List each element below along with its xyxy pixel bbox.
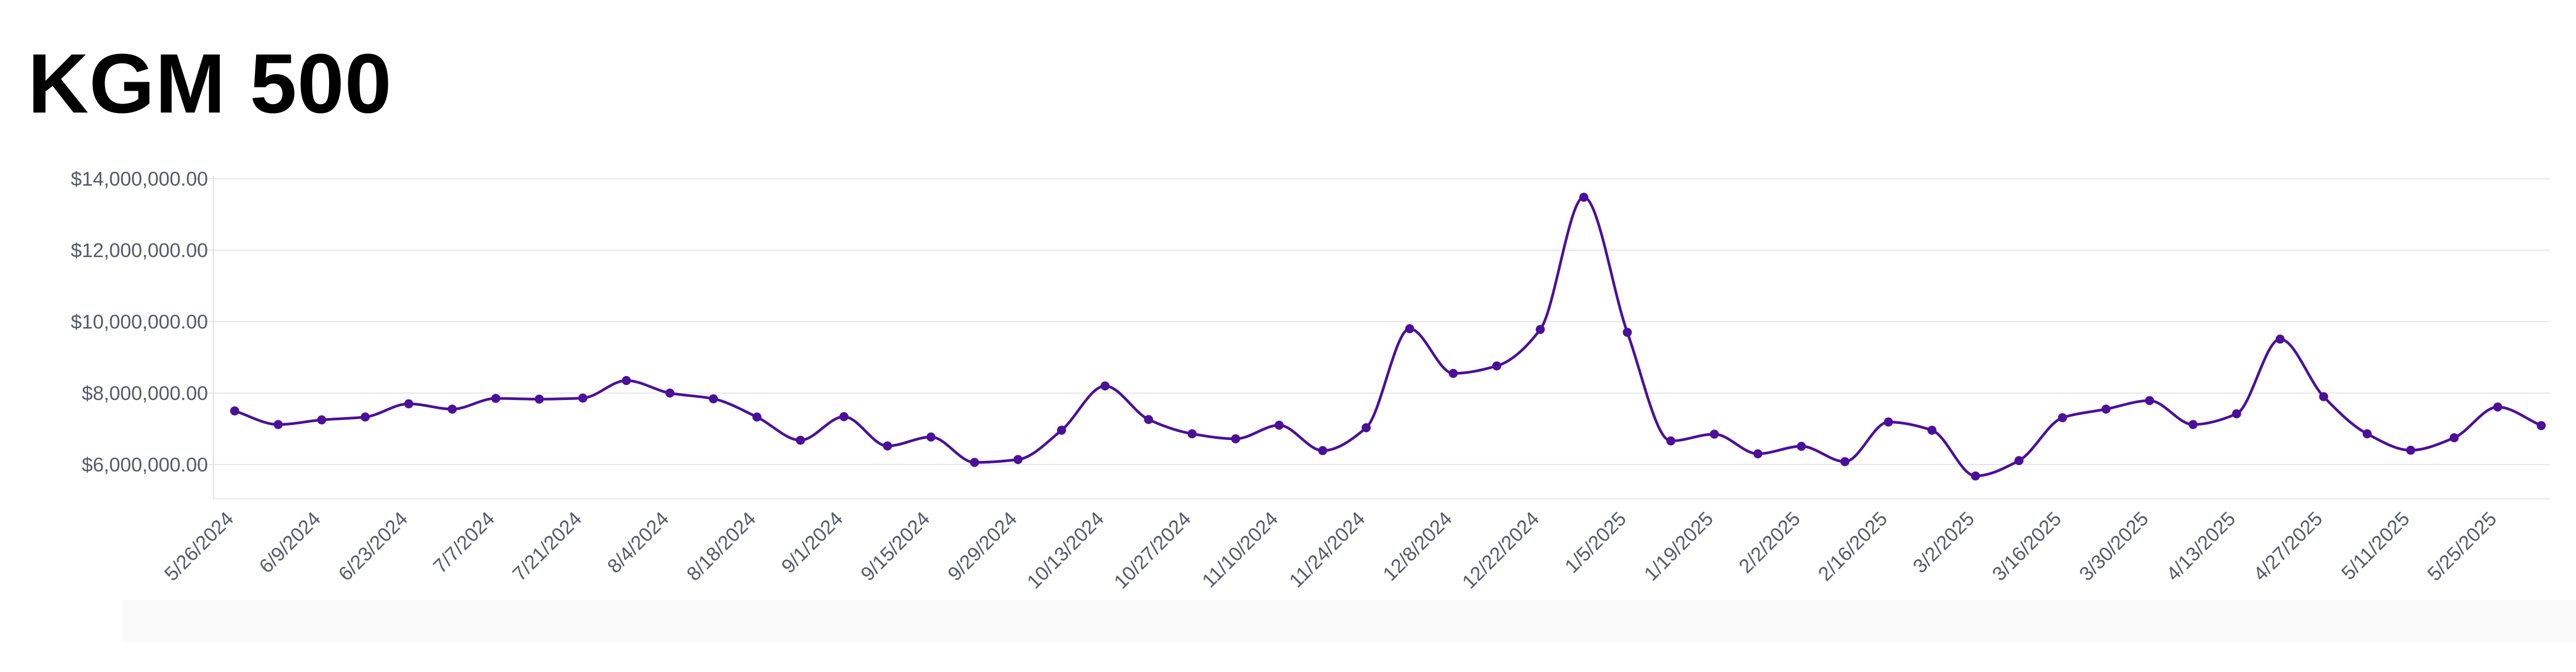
data-point[interactable]: [1579, 193, 1589, 202]
data-point[interactable]: [2145, 396, 2154, 405]
data-point[interactable]: [2537, 421, 2546, 430]
data-point[interactable]: [752, 412, 762, 422]
data-point[interactable]: [1927, 426, 1937, 435]
data-point[interactable]: [1971, 471, 1980, 481]
chart-title: KGM 500: [28, 37, 393, 131]
x-tick-label: 3/16/2025: [1988, 508, 2065, 585]
data-point[interactable]: [1013, 455, 1023, 465]
x-tick-label: 10/13/2024: [1023, 508, 1108, 593]
data-point[interactable]: [1622, 327, 1632, 337]
x-tick-label: 6/23/2024: [334, 508, 412, 585]
data-point[interactable]: [1057, 426, 1066, 435]
x-tick-label: 3/2/2025: [1909, 508, 1979, 578]
data-point[interactable]: [2275, 334, 2285, 344]
x-tick-label: 1/5/2025: [1561, 508, 1630, 578]
x-tick-label: 9/1/2024: [777, 508, 847, 578]
x-tick-label: 6/9/2024: [255, 508, 325, 578]
x-tick-label: 9/29/2024: [943, 508, 1021, 585]
y-tick-label: $12,000,000.00: [71, 239, 208, 261]
data-point[interactable]: [1492, 361, 1501, 371]
x-tick-label: 10/27/2024: [1110, 508, 1195, 593]
y-tick-label: $10,000,000.00: [71, 311, 208, 333]
data-point[interactable]: [578, 393, 588, 403]
data-point[interactable]: [2101, 404, 2111, 414]
gridlines: [189, 178, 2549, 465]
x-tick-label: 2/16/2025: [1814, 508, 1891, 585]
y-axis-tick-labels: $6,000,000.00 $8,000,000.00 $10,000,000.00…: [71, 168, 208, 476]
series-line: [234, 196, 2542, 477]
data-point[interactable]: [1797, 442, 1806, 451]
data-point[interactable]: [1884, 417, 1893, 427]
x-tick-label: 12/8/2024: [1379, 508, 1456, 585]
x-tick-label: 8/18/2024: [682, 508, 759, 585]
data-point[interactable]: [1666, 436, 1676, 446]
data-point[interactable]: [2493, 402, 2502, 412]
x-tick-label: 5/25/2025: [2423, 508, 2500, 585]
x-tick-label: 5/26/2024: [160, 508, 237, 585]
data-point[interactable]: [1449, 369, 1458, 378]
data-point[interactable]: [274, 420, 283, 429]
data-point[interactable]: [2188, 420, 2198, 429]
y-tick-label: $6,000,000.00: [82, 454, 208, 476]
data-point[interactable]: [491, 394, 501, 403]
data-point[interactable]: [361, 412, 370, 422]
data-point[interactable]: [2232, 409, 2242, 419]
data-point[interactable]: [1709, 429, 1719, 439]
x-axis-band: [123, 600, 2576, 643]
x-tick-label: 12/22/2024: [1458, 508, 1543, 593]
y-tick-label: $14,000,000.00: [71, 168, 208, 190]
x-tick-label: 7/21/2024: [508, 508, 586, 585]
data-point[interactable]: [2319, 392, 2329, 402]
x-tick-label: 9/15/2024: [857, 508, 934, 585]
data-point[interactable]: [1100, 381, 1110, 391]
data-point[interactable]: [1231, 434, 1241, 444]
x-axis-tick-labels: 5/26/2024 6/9/2024 6/23/2024 7/7/2024 7/21/2…: [160, 508, 2501, 593]
data-point[interactable]: [926, 432, 936, 442]
data-point[interactable]: [1535, 325, 1545, 334]
data-point[interactable]: [2058, 413, 2067, 422]
data-point[interactable]: [1274, 420, 1284, 430]
data-point[interactable]: [621, 376, 631, 386]
x-tick-label: 8/4/2024: [603, 508, 673, 578]
data-point[interactable]: [883, 441, 892, 451]
data-point[interactable]: [970, 458, 979, 467]
data-point[interactable]: [2406, 445, 2415, 455]
data-point[interactable]: [1405, 324, 1414, 333]
x-tick-label: 3/30/2025: [2075, 508, 2153, 585]
x-tick-label: 5/11/2025: [2337, 508, 2413, 584]
data-points: [230, 193, 2546, 481]
x-tick-label: 4/13/2025: [2162, 508, 2239, 585]
axes: [213, 176, 2549, 499]
data-point[interactable]: [447, 404, 457, 414]
data-point[interactable]: [2362, 429, 2372, 438]
data-point[interactable]: [1318, 446, 1327, 455]
data-point[interactable]: [2450, 433, 2459, 443]
data-point[interactable]: [230, 406, 239, 415]
data-point[interactable]: [1362, 423, 1371, 433]
data-point[interactable]: [1144, 415, 1154, 425]
x-tick-label: 7/7/2024: [429, 508, 499, 578]
data-point[interactable]: [796, 435, 805, 445]
data-point[interactable]: [404, 399, 413, 409]
x-tick-label: 4/27/2025: [2249, 508, 2326, 585]
data-point[interactable]: [1187, 429, 1197, 438]
x-tick-label: 11/10/2024: [1198, 508, 1282, 592]
x-tick-label: 2/2/2025: [1734, 508, 1804, 578]
x-tick-label: 1/19/2025: [1640, 508, 1717, 585]
data-point[interactable]: [1840, 457, 1850, 467]
x-tick-label: 11/24/2024: [1285, 508, 1369, 592]
data-point[interactable]: [317, 415, 326, 425]
data-point[interactable]: [665, 388, 675, 398]
data-point[interactable]: [2014, 456, 2024, 466]
data-point[interactable]: [839, 412, 849, 421]
data-point[interactable]: [534, 394, 544, 404]
data-point[interactable]: [709, 394, 718, 404]
data-point[interactable]: [1753, 449, 1763, 459]
y-tick-label: $8,000,000.00: [82, 382, 208, 404]
series-layer: [234, 196, 2542, 477]
